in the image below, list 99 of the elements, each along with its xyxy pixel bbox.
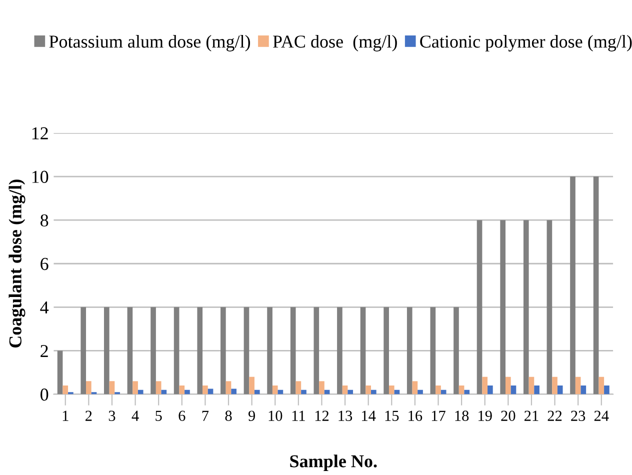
bar [604,386,610,394]
x-tick-label: 4 [132,410,139,421]
y-tick-label: 8 [40,214,48,227]
bar [314,307,320,394]
bar [528,376,534,394]
bar [319,381,324,394]
bar [109,381,115,394]
x-tick-label: 1 [62,410,68,421]
bar [272,386,278,394]
x-axis-title: Sample No. [290,454,377,472]
legend-label: Potassium alum dose (mg/l) [49,35,250,52]
bar [418,390,423,394]
y-tick-label: 10 [32,170,48,183]
bar [476,220,482,394]
x-tick-label: 13 [338,410,352,421]
bar [337,307,342,394]
bar [184,390,190,394]
x-tick-label: 5 [156,410,162,421]
x-tick-label: 23 [571,410,586,421]
y-tick-label: 2 [40,345,48,357]
x-tick-label: 8 [225,410,232,421]
bar [254,390,260,394]
bar [388,386,394,394]
x-tick-label: 3 [108,410,116,421]
bar [546,220,552,394]
bar [575,376,581,394]
bar [458,386,464,394]
y-axis-title: Coagulant dose (mg/l) [8,180,26,348]
bar [570,176,576,394]
bar [534,386,540,394]
bar [593,176,599,394]
x-tick-label: 19 [478,410,492,421]
bar [174,307,180,394]
bar [249,376,254,394]
bar [454,307,459,394]
x-tick-label: 15 [385,410,399,421]
bar [290,307,296,394]
bar [557,386,563,394]
bar [244,307,250,394]
x-tick-label: 20 [501,410,516,421]
y-tick-label: 6 [40,258,48,270]
bar [464,390,470,394]
bar [598,376,604,394]
bar [506,376,511,394]
bar [132,381,138,394]
x-tick-label: 14 [362,410,376,421]
x-tick-label: 18 [455,410,469,421]
bar [301,390,306,394]
x-tick-label: 7 [202,410,209,421]
bar [342,386,348,394]
bar [500,220,506,394]
bar [406,307,412,394]
bar [430,307,436,394]
bar [371,390,376,394]
x-tick-label: 6 [178,410,186,421]
bar [220,307,226,394]
x-tick-label: 10 [268,410,282,421]
bar [360,307,366,394]
bar [580,386,586,394]
bar [296,381,302,394]
legend-label: Cationic polymer dose (mg/l) [420,35,632,52]
bar [436,386,441,394]
x-tick-label: 16 [408,410,422,421]
bar [156,381,162,394]
bar [62,386,68,394]
y-tick-label: 4 [40,302,49,314]
bar [488,386,493,394]
bar [510,386,516,394]
legend-label: PAC dose (mg/l) [273,35,397,52]
x-tick-label: 21 [524,410,538,421]
y-tick-label: 0 [40,388,48,401]
bar [366,386,371,394]
bar [80,307,86,394]
x-tick-label: 22 [548,410,562,421]
bar [138,390,144,394]
bar [267,307,272,394]
bar [348,390,354,394]
y-tick-label: 12 [32,127,48,140]
x-tick-label: 12 [315,410,329,421]
bar [86,381,92,394]
x-tick-label: 11 [292,410,305,421]
bar [226,381,232,394]
bar [482,376,488,394]
x-tick-label: 9 [248,410,256,421]
bar [412,381,418,394]
bar [57,350,63,394]
bar [104,307,110,394]
x-tick-label: 24 [594,410,609,421]
bar [552,376,558,394]
bar [197,307,203,394]
bar [179,386,185,394]
bar [384,307,389,394]
bar [202,386,208,394]
bar [523,220,529,394]
bar [231,388,236,394]
bar [150,307,156,394]
x-tick-label: 17 [432,410,446,421]
bar [127,307,133,394]
x-tick-label: 2 [86,410,92,421]
